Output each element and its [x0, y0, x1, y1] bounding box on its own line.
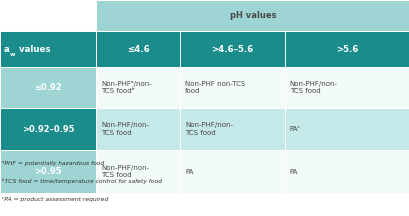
- Text: >4.6–5.6: >4.6–5.6: [211, 45, 253, 54]
- Bar: [0, 108, 96, 150]
- Text: ᵇTCS food = time/temperature control for safety food: ᵇTCS food = time/temperature control for…: [2, 178, 162, 184]
- Bar: [180, 150, 284, 193]
- Text: PA: PA: [289, 169, 297, 175]
- Text: >0.92–0.95: >0.92–0.95: [22, 125, 74, 133]
- Text: PAᶜ: PAᶜ: [289, 126, 300, 132]
- Text: ≤4.6: ≤4.6: [127, 45, 149, 54]
- Bar: [96, 31, 180, 67]
- Text: >5.6: >5.6: [335, 45, 358, 54]
- Bar: [96, 67, 180, 108]
- Bar: [284, 67, 409, 108]
- Bar: [96, 150, 180, 193]
- Text: Non-PHFᵃ/non-
TCS foodᵇ: Non-PHFᵃ/non- TCS foodᵇ: [101, 81, 152, 94]
- Bar: [0, 150, 96, 193]
- Text: PA: PA: [185, 169, 193, 175]
- Text: ᵃPHF = potentially hazardous food: ᵃPHF = potentially hazardous food: [2, 160, 104, 166]
- Bar: [0, 67, 96, 108]
- Text: w: w: [10, 52, 16, 57]
- Bar: [284, 31, 409, 67]
- Text: pH values: pH values: [229, 11, 276, 20]
- Text: values: values: [16, 45, 50, 54]
- Bar: [0, 0, 96, 31]
- Text: a: a: [4, 45, 10, 54]
- Bar: [180, 67, 284, 108]
- Bar: [96, 108, 180, 150]
- Bar: [180, 108, 284, 150]
- Text: Non-PHF non-TCS
food: Non-PHF non-TCS food: [185, 81, 245, 94]
- Text: Non-PHF/non-
TCS food: Non-PHF/non- TCS food: [185, 122, 233, 136]
- Bar: [180, 31, 284, 67]
- Bar: [284, 150, 409, 193]
- Text: Non-PHF/non-
TCS food: Non-PHF/non- TCS food: [289, 81, 337, 94]
- Text: ≤0.92: ≤0.92: [34, 83, 62, 92]
- Bar: [96, 0, 409, 31]
- Text: Non-PHF/non-
TCS food: Non-PHF/non- TCS food: [101, 122, 149, 136]
- Text: ᶜPA = product assessment required: ᶜPA = product assessment required: [2, 197, 108, 202]
- Text: Non-PHF/non-
TCS food: Non-PHF/non- TCS food: [101, 165, 149, 178]
- Text: >0.95: >0.95: [34, 167, 62, 176]
- Bar: [284, 108, 409, 150]
- Bar: [0, 31, 96, 67]
